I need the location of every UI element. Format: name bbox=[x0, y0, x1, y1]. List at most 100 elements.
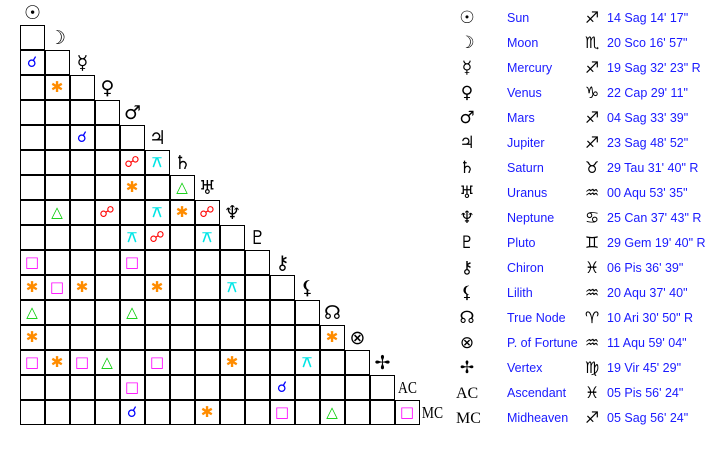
aspect-cell-p-of-fortune-mercury[interactable] bbox=[69, 324, 95, 350]
aspect-cell-midheaven-ascendant[interactable]: □ bbox=[394, 399, 420, 425]
aspect-cell-pluto-moon[interactable] bbox=[44, 224, 70, 250]
aspect-cell-lilith-sun[interactable]: ✱ bbox=[19, 274, 45, 300]
aspect-cell-uranus-saturn[interactable]: △ bbox=[169, 174, 195, 200]
aspect-cell-lilith-chiron[interactable] bbox=[269, 274, 295, 300]
aspect-cell-ascendant-moon[interactable] bbox=[44, 374, 70, 400]
aspect-cell-p-of-fortune-pluto[interactable] bbox=[244, 324, 270, 350]
aspect-cell-p-of-fortune-neptune[interactable] bbox=[219, 324, 245, 350]
aspect-cell-lilith-saturn[interactable] bbox=[169, 274, 195, 300]
aspect-cell-lilith-uranus[interactable] bbox=[194, 274, 220, 300]
aspect-cell-uranus-venus[interactable] bbox=[94, 174, 120, 200]
aspect-cell-midheaven-saturn[interactable] bbox=[169, 399, 195, 425]
aspect-cell-p-of-fortune-moon[interactable] bbox=[44, 324, 70, 350]
aspect-cell-midheaven-chiron[interactable]: □ bbox=[269, 399, 295, 425]
aspect-cell-midheaven-moon[interactable] bbox=[44, 399, 70, 425]
aspect-cell-midheaven-mars[interactable]: ☌ bbox=[119, 399, 145, 425]
aspect-cell-midheaven-mercury[interactable] bbox=[69, 399, 95, 425]
aspect-cell-pluto-mars[interactable]: ⚻ bbox=[119, 224, 145, 250]
aspect-cell-vertex-chiron[interactable] bbox=[269, 349, 295, 375]
aspect-cell-uranus-mars[interactable]: ✱ bbox=[119, 174, 145, 200]
aspect-cell-mars-sun[interactable] bbox=[19, 99, 45, 125]
aspect-cell-chiron-uranus[interactable] bbox=[194, 249, 220, 275]
aspect-cell-p-of-fortune-sun[interactable]: ✱ bbox=[19, 324, 45, 350]
aspect-cell-chiron-jupiter[interactable] bbox=[144, 249, 170, 275]
aspect-cell-midheaven-lilith[interactable] bbox=[294, 399, 320, 425]
aspect-cell-p-of-fortune-uranus[interactable] bbox=[194, 324, 220, 350]
aspect-cell-p-of-fortune-lilith[interactable] bbox=[294, 324, 320, 350]
aspect-cell-p-of-fortune-chiron[interactable] bbox=[269, 324, 295, 350]
aspect-cell-true-node-pluto[interactable] bbox=[244, 299, 270, 325]
aspect-cell-moon-sun[interactable] bbox=[19, 24, 45, 50]
aspect-cell-venus-moon[interactable]: ✱ bbox=[44, 74, 70, 100]
aspect-cell-p-of-fortune-mars[interactable] bbox=[119, 324, 145, 350]
aspect-cell-uranus-jupiter[interactable] bbox=[144, 174, 170, 200]
aspect-cell-chiron-moon[interactable] bbox=[44, 249, 70, 275]
aspect-cell-midheaven-neptune[interactable] bbox=[219, 399, 245, 425]
aspect-cell-p-of-fortune-venus[interactable] bbox=[94, 324, 120, 350]
aspect-cell-midheaven-vertex[interactable] bbox=[369, 399, 395, 425]
aspect-cell-true-node-neptune[interactable] bbox=[219, 299, 245, 325]
aspect-cell-pluto-neptune[interactable] bbox=[219, 224, 245, 250]
aspect-cell-lilith-mercury[interactable]: ✱ bbox=[69, 274, 95, 300]
aspect-cell-lilith-moon[interactable]: □ bbox=[44, 274, 70, 300]
aspect-cell-p-of-fortune-saturn[interactable] bbox=[169, 324, 195, 350]
aspect-cell-vertex-lilith[interactable]: ⚻ bbox=[294, 349, 320, 375]
aspect-cell-saturn-jupiter[interactable]: ⚻ bbox=[144, 149, 170, 175]
aspect-cell-jupiter-sun[interactable] bbox=[19, 124, 45, 150]
aspect-cell-true-node-chiron[interactable] bbox=[269, 299, 295, 325]
aspect-cell-ascendant-mercury[interactable] bbox=[69, 374, 95, 400]
aspect-cell-ascendant-mars[interactable]: □ bbox=[119, 374, 145, 400]
aspect-cell-saturn-moon[interactable] bbox=[44, 149, 70, 175]
aspect-cell-lilith-jupiter[interactable]: ✱ bbox=[144, 274, 170, 300]
aspect-cell-uranus-sun[interactable] bbox=[19, 174, 45, 200]
aspect-cell-jupiter-moon[interactable] bbox=[44, 124, 70, 150]
aspect-cell-midheaven-p-of-fortune[interactable] bbox=[344, 399, 370, 425]
aspect-cell-pluto-venus[interactable] bbox=[94, 224, 120, 250]
aspect-cell-ascendant-uranus[interactable] bbox=[194, 374, 220, 400]
aspect-cell-true-node-moon[interactable] bbox=[44, 299, 70, 325]
aspect-cell-ascendant-chiron[interactable]: ☌ bbox=[269, 374, 295, 400]
aspect-cell-saturn-mars[interactable]: ☍ bbox=[119, 149, 145, 175]
aspect-cell-saturn-venus[interactable] bbox=[94, 149, 120, 175]
aspect-cell-saturn-sun[interactable] bbox=[19, 149, 45, 175]
aspect-cell-lilith-neptune[interactable]: ⚻ bbox=[219, 274, 245, 300]
aspect-cell-lilith-venus[interactable] bbox=[94, 274, 120, 300]
aspect-cell-ascendant-jupiter[interactable] bbox=[144, 374, 170, 400]
aspect-cell-ascendant-vertex[interactable] bbox=[369, 374, 395, 400]
aspect-cell-mercury-sun[interactable]: ☌ bbox=[19, 49, 45, 75]
aspect-cell-pluto-saturn[interactable] bbox=[169, 224, 195, 250]
aspect-cell-jupiter-mars[interactable] bbox=[119, 124, 145, 150]
aspect-cell-neptune-uranus[interactable]: ☍ bbox=[194, 199, 220, 225]
aspect-cell-ascendant-true-node[interactable] bbox=[319, 374, 345, 400]
aspect-cell-neptune-mercury[interactable] bbox=[69, 199, 95, 225]
aspect-cell-uranus-moon[interactable] bbox=[44, 174, 70, 200]
aspect-cell-saturn-mercury[interactable] bbox=[69, 149, 95, 175]
aspect-cell-neptune-moon[interactable]: △ bbox=[44, 199, 70, 225]
aspect-cell-jupiter-mercury[interactable]: ☌ bbox=[69, 124, 95, 150]
aspect-cell-vertex-jupiter[interactable]: □ bbox=[144, 349, 170, 375]
aspect-cell-vertex-pluto[interactable] bbox=[244, 349, 270, 375]
aspect-cell-chiron-sun[interactable]: □ bbox=[19, 249, 45, 275]
aspect-cell-ascendant-p-of-fortune[interactable] bbox=[344, 374, 370, 400]
aspect-cell-neptune-mars[interactable] bbox=[119, 199, 145, 225]
aspect-cell-midheaven-sun[interactable] bbox=[19, 399, 45, 425]
aspect-cell-pluto-jupiter[interactable]: ☍ bbox=[144, 224, 170, 250]
aspect-cell-vertex-true-node[interactable] bbox=[319, 349, 345, 375]
aspect-cell-venus-mercury[interactable] bbox=[69, 74, 95, 100]
aspect-cell-mars-mercury[interactable] bbox=[69, 99, 95, 125]
aspect-cell-lilith-mars[interactable] bbox=[119, 274, 145, 300]
aspect-cell-true-node-mercury[interactable] bbox=[69, 299, 95, 325]
aspect-cell-chiron-neptune[interactable] bbox=[219, 249, 245, 275]
aspect-cell-chiron-saturn[interactable] bbox=[169, 249, 195, 275]
aspect-cell-ascendant-sun[interactable] bbox=[19, 374, 45, 400]
aspect-cell-vertex-mars[interactable] bbox=[119, 349, 145, 375]
aspect-cell-vertex-sun[interactable]: □ bbox=[19, 349, 45, 375]
aspect-cell-true-node-venus[interactable] bbox=[94, 299, 120, 325]
aspect-cell-vertex-p-of-fortune[interactable] bbox=[344, 349, 370, 375]
aspect-cell-venus-sun[interactable] bbox=[19, 74, 45, 100]
aspect-cell-neptune-jupiter[interactable]: ⚻ bbox=[144, 199, 170, 225]
aspect-cell-pluto-mercury[interactable] bbox=[69, 224, 95, 250]
aspect-cell-uranus-mercury[interactable] bbox=[69, 174, 95, 200]
aspect-cell-lilith-pluto[interactable] bbox=[244, 274, 270, 300]
aspect-cell-vertex-moon[interactable]: ✱ bbox=[44, 349, 70, 375]
